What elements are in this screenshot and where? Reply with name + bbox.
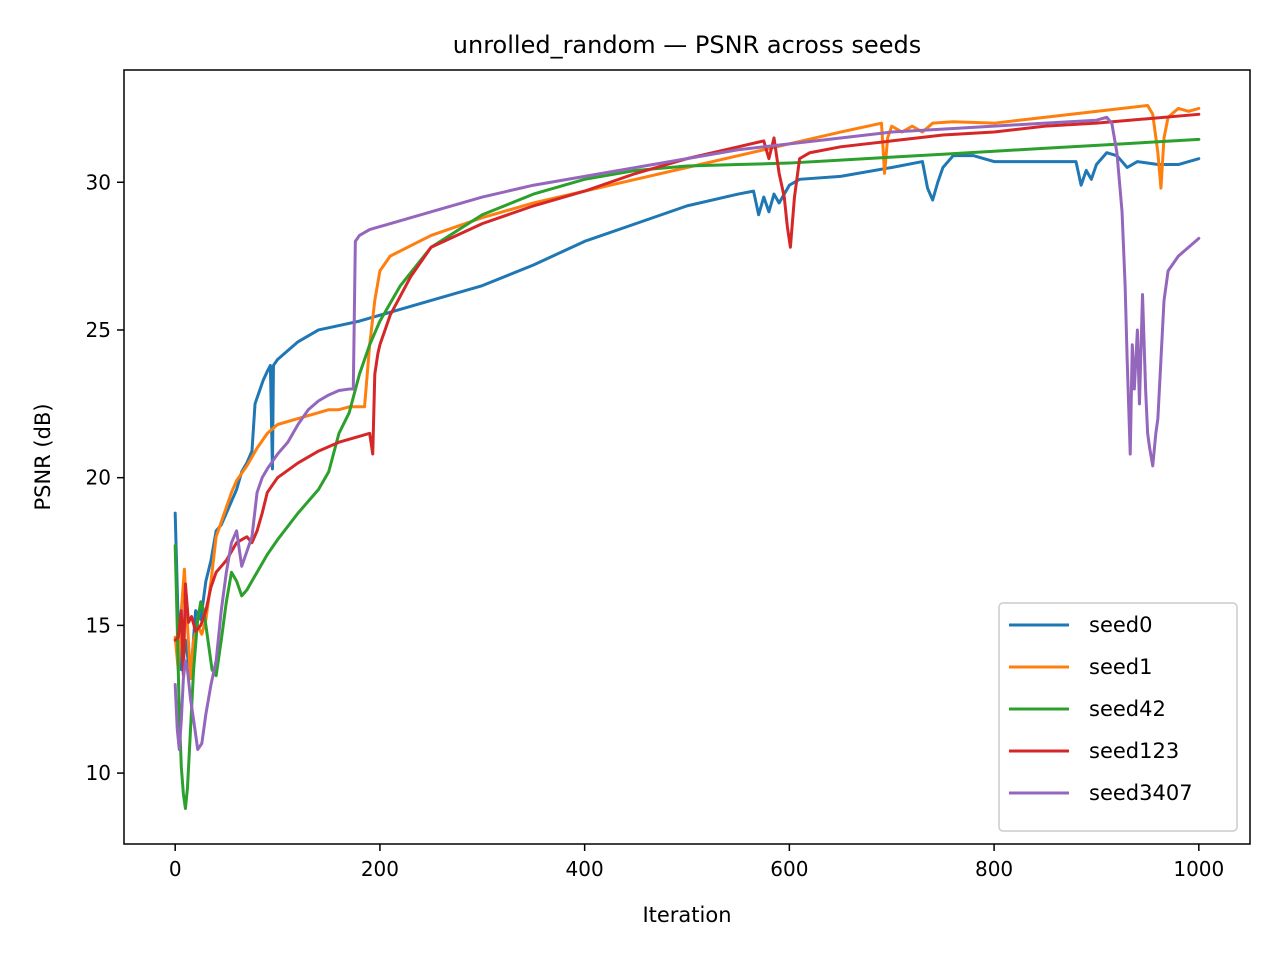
legend-label-seed1: seed1 <box>1089 655 1152 679</box>
x-tick-label: 600 <box>770 857 808 881</box>
series-line-seed0 <box>173 151 1201 681</box>
y-tick-label: 20 <box>86 466 111 490</box>
legend-box <box>998 602 1238 832</box>
x-axis: 0 200 400 600 800 1000 <box>169 844 1224 881</box>
x-tick-label: 800 <box>975 857 1013 881</box>
x-tick-label: 1000 <box>1173 857 1224 881</box>
legend-label-seed0: seed0 <box>1089 613 1152 637</box>
series-line-seed3407 <box>173 115 1201 751</box>
series-line-seed123 <box>173 112 1201 678</box>
series-line-seed42 <box>173 137 1201 811</box>
legend: seed0 seed1 seed42 seed123 seed3407 <box>998 602 1238 832</box>
legend-label-seed123: seed123 <box>1089 739 1179 763</box>
x-tick-label: 0 <box>169 857 182 881</box>
legend-label-seed42: seed42 <box>1089 697 1166 721</box>
y-tick-label: 10 <box>86 761 111 785</box>
x-tick-label: 200 <box>361 857 399 881</box>
chart-title: unrolled_random — PSNR across seeds <box>453 31 921 59</box>
legend-label-seed3407: seed3407 <box>1089 781 1193 805</box>
plot-frame <box>123 69 1251 845</box>
y-axis-label: PSNR (dB) <box>31 403 55 510</box>
y-axis: 10 15 20 25 30 <box>86 170 124 785</box>
series-line-seed1 <box>173 103 1201 681</box>
y-tick-label: 25 <box>86 318 111 342</box>
y-tick-label: 30 <box>86 170 111 194</box>
x-axis-label: Iteration <box>642 903 731 927</box>
x-tick-label: 400 <box>566 857 604 881</box>
y-tick-label: 15 <box>86 613 111 637</box>
